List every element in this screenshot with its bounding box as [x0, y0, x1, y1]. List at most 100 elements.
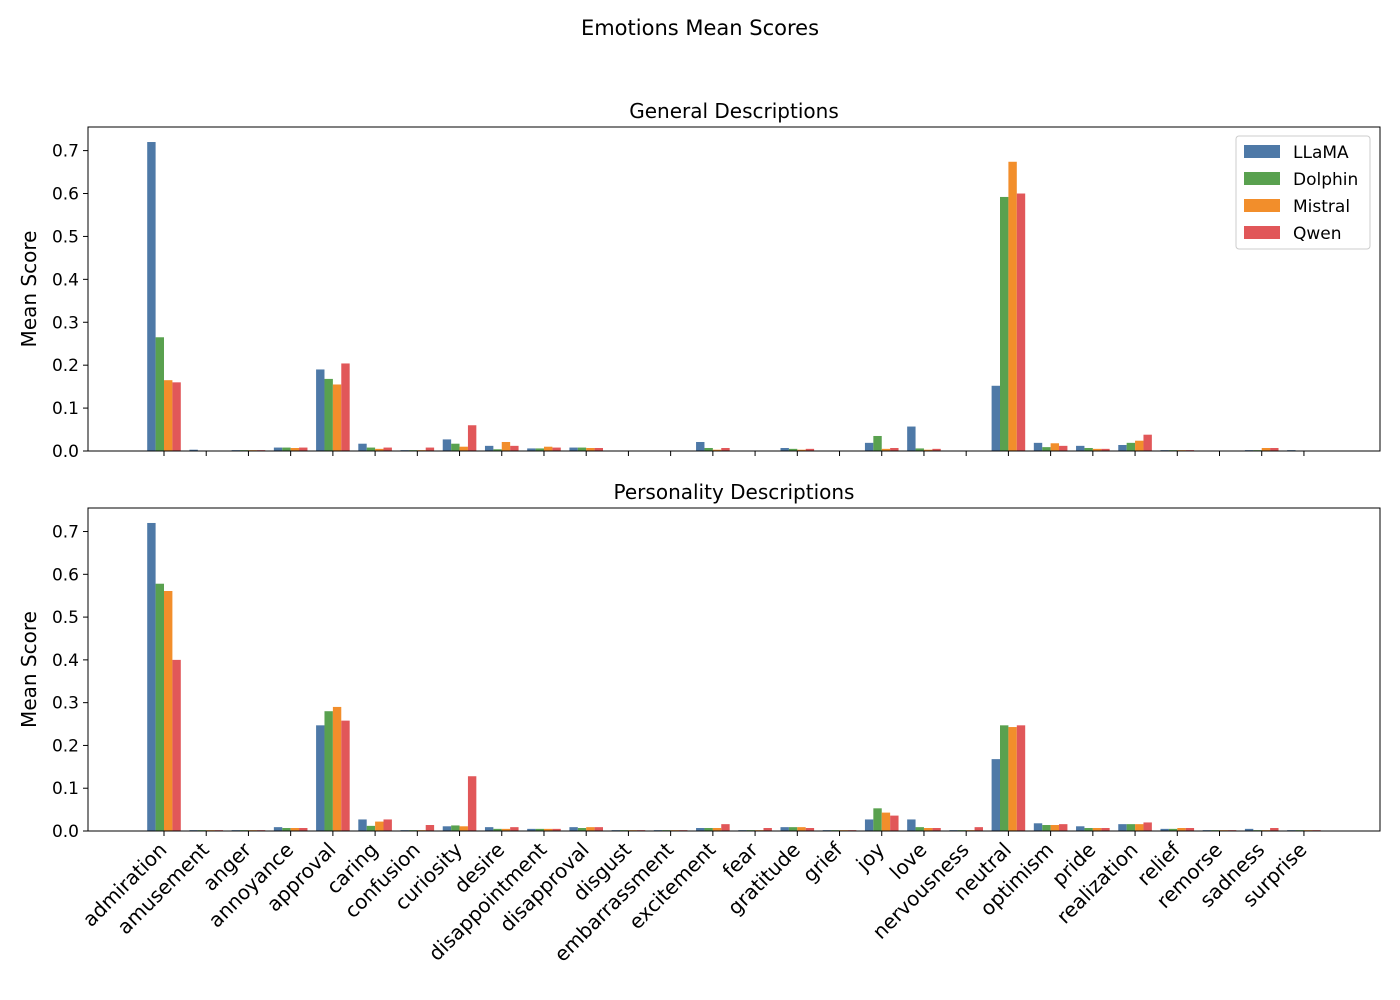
- bar-llama: [696, 441, 705, 451]
- x-tick-label: grief: [798, 837, 848, 887]
- bar-mistral: [459, 446, 468, 451]
- bar-llama: [907, 426, 916, 451]
- y-tick-label: 0.0: [52, 822, 79, 842]
- bar-mistral: [332, 706, 342, 831]
- y-tick-label: 0.3: [52, 694, 79, 714]
- bar-qwen: [890, 815, 899, 831]
- bar-mistral: [459, 826, 468, 831]
- bar-llama: [316, 725, 325, 831]
- bar-qwen: [341, 720, 350, 831]
- y-tick-label: 0.1: [52, 779, 79, 799]
- bar-mistral: [586, 447, 595, 451]
- x-tick-label: joy: [851, 837, 890, 876]
- bar-dolphin: [1084, 447, 1093, 451]
- y-tick-label: 0.2: [52, 356, 79, 376]
- bar-mistral: [586, 827, 595, 831]
- bar-llama: [273, 827, 283, 831]
- bar-mistral: [164, 590, 173, 831]
- bar-llama: [991, 759, 1000, 831]
- bar-mistral: [712, 449, 722, 451]
- y-axis-label: Mean Score: [17, 231, 41, 348]
- bar-dolphin: [366, 447, 376, 451]
- bar-qwen: [467, 425, 477, 451]
- bar-dolphin: [155, 337, 164, 451]
- legend-swatch-mistral: [1244, 199, 1280, 212]
- bar-qwen: [383, 819, 392, 831]
- bar-mistral: [1092, 828, 1102, 831]
- bar-qwen: [467, 776, 477, 831]
- bar-llama: [569, 447, 578, 451]
- bar-dolphin: [324, 378, 333, 451]
- bar-llama: [527, 828, 536, 831]
- bar-llama: [1033, 823, 1043, 831]
- bar-qwen: [721, 824, 730, 831]
- bar-dolphin: [535, 828, 544, 831]
- bar-llama: [484, 445, 494, 451]
- bar-qwen: [1270, 828, 1279, 831]
- plot-frame: [87, 507, 1381, 832]
- bar-llama: [907, 819, 916, 831]
- bar-mistral: [501, 828, 511, 831]
- bar-dolphin: [1042, 825, 1051, 831]
- bar-qwen: [383, 447, 392, 451]
- y-tick-label: 0.2: [52, 736, 79, 756]
- bar-dolphin: [915, 448, 924, 451]
- legend-label-llama: LLaMA: [1293, 143, 1349, 163]
- bar-mistral: [1050, 825, 1060, 831]
- bar-llama: [1160, 828, 1169, 831]
- bar-mistral: [1092, 448, 1102, 451]
- bar-dolphin: [1042, 447, 1051, 451]
- chart-panel-0: General Descriptions Mean Score 0.0 0.1 0.2 0…: [17, 99, 1381, 462]
- bar-qwen: [510, 827, 519, 831]
- bar-qwen: [341, 363, 350, 451]
- bar-dolphin: [451, 443, 460, 451]
- bar-mistral: [543, 828, 553, 831]
- bar-mistral: [923, 449, 933, 451]
- bar-dolphin: [704, 828, 713, 831]
- bar-qwen: [1101, 828, 1110, 831]
- bar-qwen: [299, 447, 308, 451]
- bar-dolphin: [788, 448, 798, 451]
- bar-dolphin: [577, 447, 587, 451]
- bar-mistral: [332, 384, 342, 451]
- bar-llama: [864, 819, 874, 831]
- bar-qwen: [1270, 447, 1279, 451]
- y-tick-label: 0.7: [52, 142, 79, 162]
- bar-llama: [1076, 445, 1085, 451]
- bar-mistral: [1261, 447, 1271, 451]
- bar-mistral: [164, 380, 173, 451]
- bar-qwen: [594, 447, 603, 451]
- bar-dolphin: [493, 449, 502, 451]
- bar-llama: [484, 827, 494, 831]
- plot-frame: [87, 126, 1381, 452]
- bar-dolphin: [366, 825, 376, 831]
- bar-mistral: [290, 828, 300, 831]
- bar-qwen: [763, 828, 772, 831]
- bar-dolphin: [451, 825, 460, 831]
- legend-label-qwen: Qwen: [1293, 224, 1342, 244]
- bar-dolphin: [324, 711, 333, 831]
- bar-llama: [442, 439, 452, 451]
- y-tick-label: 0.7: [52, 523, 79, 543]
- bar-qwen: [425, 447, 435, 451]
- legend-box: [1235, 135, 1371, 250]
- legend-label-dolphin: Dolphin: [1293, 170, 1358, 190]
- bar-llama: [864, 442, 874, 451]
- bar-mistral: [797, 827, 806, 831]
- y-tick-label: 0.5: [52, 227, 79, 247]
- bar-qwen: [425, 825, 435, 831]
- bar-llama: [316, 369, 325, 451]
- bar-llama: [780, 827, 789, 831]
- bar-qwen: [974, 827, 983, 831]
- bar-llama: [1118, 444, 1127, 451]
- bar-dolphin: [788, 827, 798, 831]
- bar-dolphin: [1168, 828, 1178, 831]
- bar-qwen: [552, 447, 561, 451]
- bar-dolphin: [1126, 824, 1136, 831]
- bar-qwen: [932, 448, 941, 451]
- legend-label-mistral: Mistral: [1293, 197, 1350, 217]
- bar-dolphin: [535, 448, 544, 451]
- bar-qwen: [1143, 434, 1152, 451]
- chart-panel-1: Personality Descriptions Mean Score 0.0 0.1…: [17, 480, 1381, 966]
